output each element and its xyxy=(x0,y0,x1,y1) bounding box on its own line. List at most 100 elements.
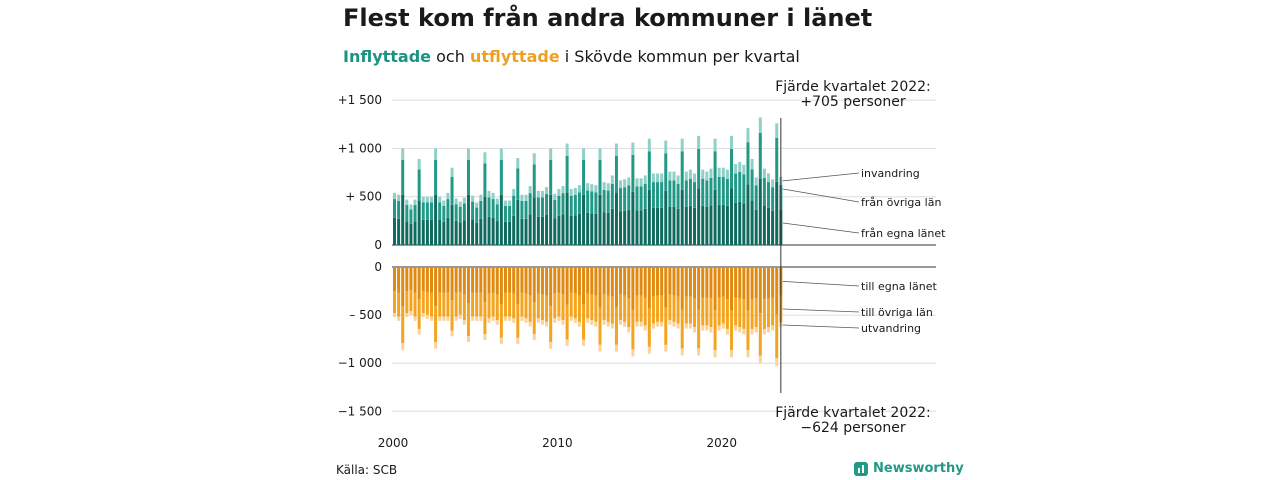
bar-outflow-intl xyxy=(680,348,684,356)
bar-inflow-own xyxy=(672,206,676,245)
bar-inflow-intl xyxy=(647,138,651,152)
bar-outflow-other xyxy=(503,292,507,317)
bar-outflow-other xyxy=(573,293,577,319)
bar-outflow-other xyxy=(434,306,438,343)
annotation-top-line2: +705 personer xyxy=(800,94,906,110)
bar-inflow-other xyxy=(577,192,581,214)
bar-inflow-other xyxy=(557,195,561,216)
bar-outflow-other xyxy=(569,292,573,317)
bar-inflow-intl xyxy=(767,173,771,183)
bar-inflow-own xyxy=(491,217,495,245)
bar-inflow-intl xyxy=(458,201,462,207)
bar-inflow-own xyxy=(688,205,692,245)
bar-inflow-intl xyxy=(664,140,668,154)
bar-outflow-own xyxy=(401,267,405,307)
bar-outflow-own xyxy=(775,267,779,315)
bar-inflow-intl xyxy=(483,152,487,164)
bar-inflow-other xyxy=(524,200,528,219)
bar-inflow-intl xyxy=(508,200,512,206)
bar-outflow-intl xyxy=(549,342,553,349)
bar-inflow-other xyxy=(479,200,483,219)
bar-outflow-intl xyxy=(434,342,438,349)
bar-inflow-own xyxy=(561,214,565,245)
bar-outflow-intl xyxy=(413,316,417,321)
bar-outflow-other xyxy=(442,292,446,317)
bar-outflow-other xyxy=(429,292,433,317)
bar-inflow-intl xyxy=(602,182,606,190)
bar-inflow-other xyxy=(401,159,405,195)
bar-outflow-other xyxy=(680,309,684,349)
bar-outflow-own xyxy=(466,267,470,304)
bar-outflow-intl xyxy=(425,314,429,319)
bar-outflow-other xyxy=(594,295,598,322)
bar-outflow-own xyxy=(709,267,713,299)
bar-inflow-other xyxy=(647,151,651,190)
bar-inflow-other xyxy=(758,132,762,179)
bar-inflow-own xyxy=(631,191,635,245)
bar-outflow-intl xyxy=(672,321,676,327)
bar-inflow-own xyxy=(664,190,668,245)
bar-inflow-own xyxy=(705,206,709,245)
bar-outflow-own xyxy=(771,267,775,298)
bar-inflow-own xyxy=(680,189,684,245)
bar-inflow-own xyxy=(540,216,544,245)
bar-inflow-other xyxy=(471,201,475,220)
bar-inflow-other xyxy=(545,193,549,215)
bar-inflow-own xyxy=(557,215,561,245)
bar-outflow-own xyxy=(594,267,598,296)
bar-inflow-own xyxy=(647,189,651,245)
bar-outflow-other xyxy=(499,303,503,338)
bar-outflow-own xyxy=(684,267,688,297)
bar-outflow-own xyxy=(582,267,586,305)
bar-outflow-other xyxy=(483,302,487,335)
bar-inflow-own xyxy=(516,199,520,245)
bar-outflow-intl xyxy=(775,358,779,367)
bar-outflow-own xyxy=(767,267,771,299)
bar-outflow-intl xyxy=(697,348,701,356)
bar-outflow-intl xyxy=(553,318,557,323)
bar-inflow-own xyxy=(754,209,758,245)
bar-outflow-intl xyxy=(693,327,697,333)
bar-inflow-own xyxy=(545,214,549,245)
bar-inflow-intl xyxy=(577,185,581,193)
bar-inflow-other xyxy=(602,189,606,213)
bar-inflow-other xyxy=(540,197,544,217)
bar-inflow-intl xyxy=(614,143,618,156)
bar-outflow-own xyxy=(561,267,565,295)
bar-outflow-own xyxy=(549,267,553,307)
bar-inflow-other xyxy=(487,197,491,217)
bar-inflow-own xyxy=(582,194,586,245)
bar-outflow-own xyxy=(635,267,639,296)
bar-outflow-other xyxy=(606,295,610,322)
bar-outflow-own xyxy=(680,267,684,310)
bar-outflow-other xyxy=(582,304,586,340)
bar-outflow-intl xyxy=(409,311,413,316)
bar-outflow-own xyxy=(528,267,532,296)
bar-inflow-own xyxy=(697,188,701,245)
bar-inflow-intl xyxy=(709,168,713,178)
bar-outflow-intl xyxy=(462,320,466,325)
subtitle-rest: i Skövde kommun per kvartal xyxy=(559,47,800,66)
bar-inflow-other xyxy=(725,178,729,206)
bar-outflow-other xyxy=(631,309,635,350)
series-label-in-own: från egna länet xyxy=(861,227,946,240)
bar-inflow-other xyxy=(664,153,668,191)
bar-outflow-intl xyxy=(512,318,516,323)
bar-inflow-intl xyxy=(495,198,499,205)
bar-outflow-other xyxy=(545,295,549,322)
bar-inflow-own xyxy=(701,205,705,245)
bar-inflow-own xyxy=(479,218,483,245)
bar-inflow-intl xyxy=(713,138,717,152)
bar-inflow-own xyxy=(397,218,401,245)
bar-outflow-intl xyxy=(393,313,396,318)
bar-inflow-other xyxy=(730,148,734,189)
bar-inflow-other xyxy=(610,183,614,209)
bar-inflow-intl xyxy=(742,164,746,175)
bar-outflow-intl xyxy=(643,325,647,331)
bar-inflow-intl xyxy=(417,159,421,170)
bar-outflow-intl xyxy=(499,337,503,344)
bar-inflow-own xyxy=(512,215,516,245)
bar-outflow-intl xyxy=(771,325,775,331)
bar-inflow-other xyxy=(680,151,684,190)
bar-inflow-intl xyxy=(409,204,413,210)
